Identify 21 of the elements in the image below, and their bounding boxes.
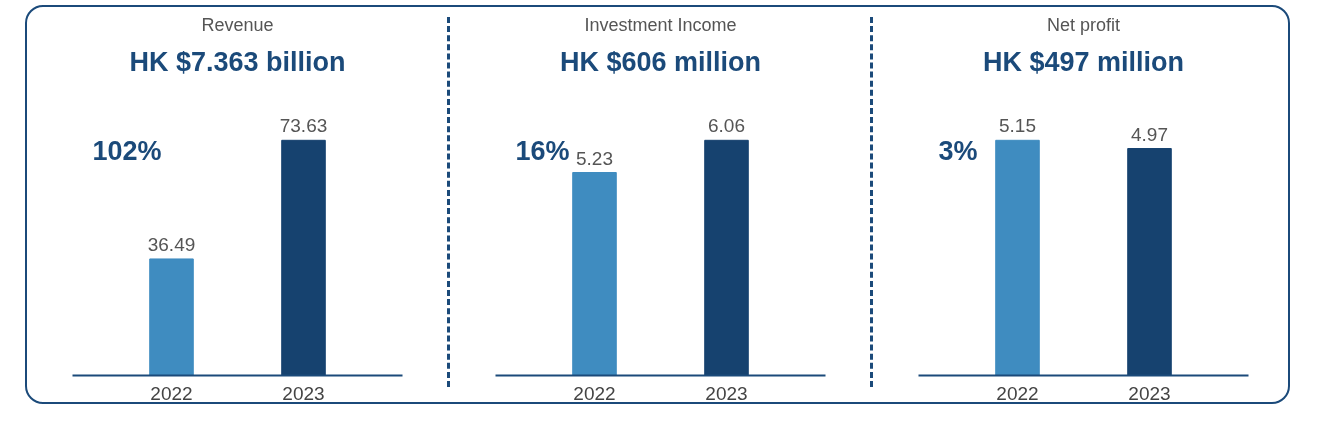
- x-tick-label: 2023: [1128, 382, 1171, 404]
- chart-subtitle: HK $606 million: [559, 46, 762, 77]
- x-tick-label: 2022: [996, 382, 1039, 404]
- data-label: 36.49: [147, 233, 196, 255]
- chart-subtitle: HK $7.363 billion: [129, 46, 346, 77]
- annotation: 3%: [938, 135, 978, 166]
- data-label: 4.97: [1131, 123, 1168, 145]
- chart-subtitle: HK $497 million: [982, 46, 1185, 77]
- data-label: 6.06: [708, 115, 745, 137]
- data-label: 5.15: [999, 115, 1036, 137]
- chart-title: Net profit: [1046, 14, 1121, 35]
- chart-title: Investment Income: [584, 14, 737, 35]
- x-tick-label: 2023: [705, 382, 748, 404]
- x-tick-label: 2022: [573, 382, 616, 404]
- x-tick-label: 2022: [150, 382, 193, 404]
- data-label: 5.23: [576, 147, 613, 169]
- x-tick-label: 2023: [282, 382, 325, 404]
- chart-title: Revenue: [201, 14, 274, 35]
- annotation: 16%: [515, 135, 570, 166]
- data-label: 73.63: [279, 115, 328, 137]
- annotation: 102%: [92, 135, 162, 166]
